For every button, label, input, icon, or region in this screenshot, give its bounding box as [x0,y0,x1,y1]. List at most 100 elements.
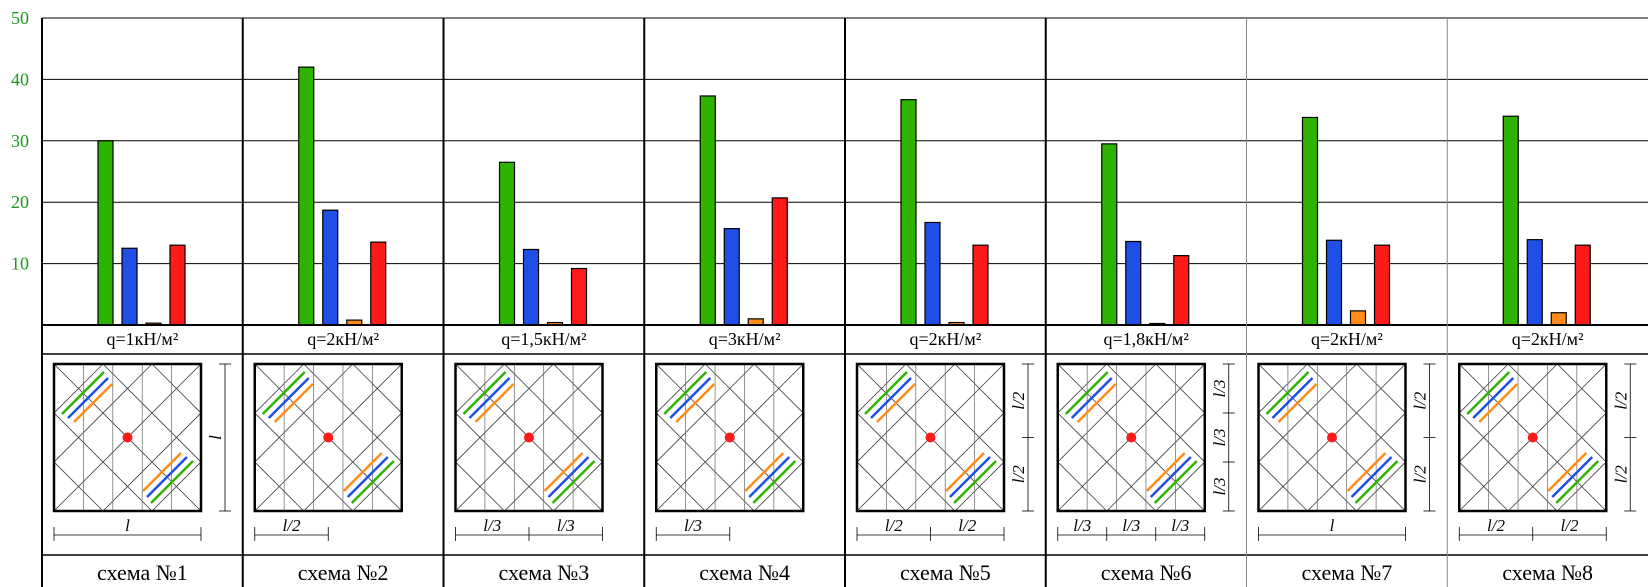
dimension-label: l/2 [1611,391,1630,409]
load-band [142,452,182,492]
scheme-label: схема №5 [900,560,991,585]
dimension-label: l/3 [1210,380,1229,398]
load-band [543,452,584,492]
hatch-line [504,412,603,511]
slab-outline [1056,362,1206,513]
bar [1526,239,1543,326]
hatch-line [753,461,804,511]
load-band [1265,371,1310,415]
hatch-line [1556,461,1607,511]
load-band [73,383,113,423]
load-band [1547,452,1588,492]
load-band [669,377,712,419]
center-point [925,432,936,443]
center-point [122,432,133,443]
load-band [342,452,383,492]
hatch-line [954,364,1004,414]
dimension-label: l [125,516,130,535]
center-point [724,432,735,443]
load-band [1153,460,1198,504]
hatch-line [54,364,55,365]
slab-outline [253,362,403,513]
dimension-label: l/2 [1009,391,1028,409]
scheme-label: схема №4 [699,560,790,585]
hatch-line [1507,412,1607,511]
dimension-label: l/3 [1210,429,1229,447]
bar [298,66,315,326]
load-band [953,460,997,504]
load-band [752,460,797,504]
bar [723,228,740,326]
load-label: q=1кН/м² [107,329,179,349]
load-band [663,371,708,415]
load-band [1346,452,1387,492]
bar [1349,310,1367,326]
scheme-label: схема №2 [298,560,389,585]
load-band [870,377,912,419]
scheme-label: схема №1 [97,560,188,585]
slab-outline [454,362,604,513]
bars [97,66,1591,326]
bar [1125,240,1142,326]
y-tick-label: 30 [11,131,29,151]
hatch-line [1155,364,1205,414]
bar [1173,255,1190,326]
bar [1101,143,1118,326]
hatch-line [1356,461,1406,511]
dimension-label: l/2 [1411,465,1430,483]
bar [498,161,516,326]
scheme-label: схема №6 [1101,560,1192,585]
dimension-label: l/2 [1009,465,1028,483]
bar [1373,244,1391,326]
load-band [1076,383,1117,423]
dimension-label: l/2 [1611,465,1630,483]
load-band [350,460,395,504]
load-band [267,377,310,419]
dimension-label: l/3 [1122,516,1140,535]
load-band [1354,460,1399,504]
load-band [1277,383,1318,423]
load-band [1551,456,1594,498]
load-band [261,371,306,415]
slab-outline [52,362,203,513]
load-label: q=2кН/м² [910,329,982,349]
hatch-line [54,364,104,414]
load-band [61,371,105,415]
bar [1502,115,1519,326]
hatch-line [151,461,201,511]
center-point [1527,432,1538,443]
dimension-label: l/3 [1171,516,1189,535]
dimension-label: l/3 [1073,516,1091,535]
dimension-label: l/2 [1487,516,1505,535]
hatch-line [54,461,104,511]
scheme-label: схема №3 [499,560,590,585]
scheme-diagram: l/3 l/3 [454,362,604,541]
bar [169,244,186,326]
load-band [1064,371,1109,415]
y-tick-labels: 10 20 30 40 50 [11,8,29,274]
hatch-line [102,412,201,511]
hatch-line [905,412,1004,511]
hatch-line [1556,364,1607,414]
load-band [864,371,908,415]
dimension-label: l/3 [684,516,702,535]
center-point [524,432,534,443]
dimension-label: l/3 [483,516,501,535]
load-label: q=2кН/м² [307,329,379,349]
load-band [1466,371,1511,415]
center-point [1327,432,1337,443]
bar [1325,239,1343,326]
bar [900,99,917,326]
dimension-label: l/3 [1210,478,1229,496]
group-labels: q=1кН/м² схема №1 q=2кН/м² схема №2 q=1,5кН/… [97,329,1593,585]
y-tick-label: 50 [11,8,29,28]
load-band [474,383,515,423]
hatch-line [352,461,402,511]
dimension-label: l/2 [1561,516,1579,535]
bar [1550,312,1567,326]
dimension-label: l [1330,516,1335,535]
hatch-line [1356,364,1406,414]
y-tick-label: 20 [11,192,29,212]
load-label: q=2кН/м² [1512,329,1584,349]
